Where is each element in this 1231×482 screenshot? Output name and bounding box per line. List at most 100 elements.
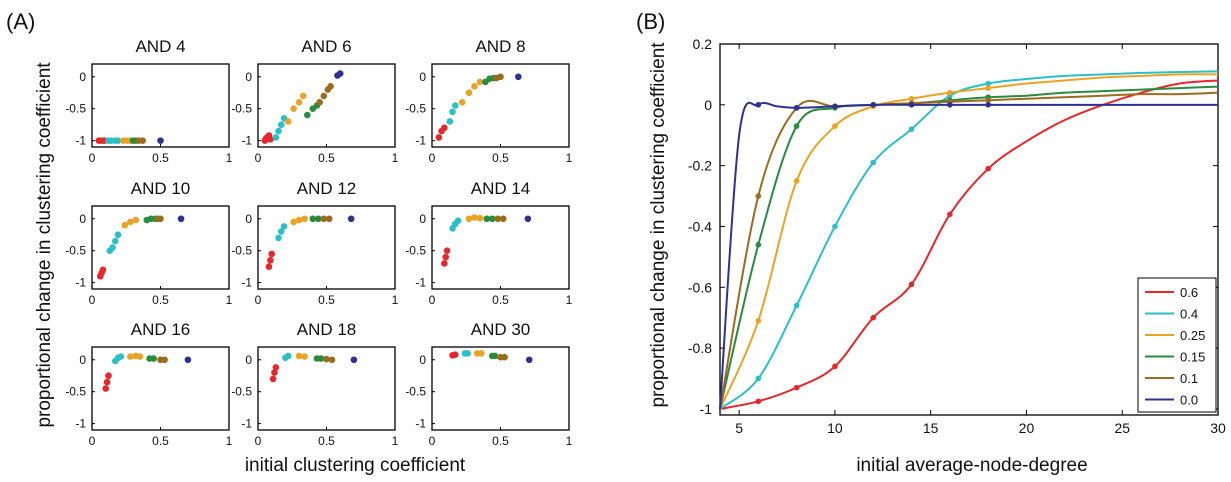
subplot-title: AND 30 bbox=[471, 320, 531, 339]
series-marker bbox=[947, 102, 953, 108]
y-tick-label: -1 bbox=[241, 417, 252, 431]
scatter-point bbox=[103, 378, 111, 386]
y-tick-label: -1 bbox=[241, 276, 252, 290]
series-marker bbox=[908, 126, 915, 132]
y-tick-label: -0.5 bbox=[231, 102, 252, 116]
x-tick-label: 0.5 bbox=[492, 151, 509, 165]
scatter-point bbox=[501, 353, 508, 361]
y-tick-label: -0.4 bbox=[688, 218, 712, 234]
panel-a-xlabel: initial clustering coefficient bbox=[245, 455, 466, 476]
y-tick-label: -1 bbox=[241, 134, 252, 148]
series-marker bbox=[947, 211, 953, 218]
subplot-title: AND 18 bbox=[297, 320, 357, 339]
y-tick-label: -1 bbox=[75, 417, 86, 431]
series-marker bbox=[947, 89, 953, 96]
y-tick-label: -0.5 bbox=[231, 385, 252, 399]
legend-label: 0.1 bbox=[1180, 371, 1198, 386]
y-tick-label: -0.8 bbox=[688, 340, 712, 356]
subplot-title: AND 10 bbox=[131, 179, 191, 198]
scatter-point bbox=[290, 218, 297, 226]
scatter-point bbox=[109, 244, 116, 251]
legend-frame bbox=[1137, 277, 1217, 413]
x-tick-label: 1 bbox=[226, 434, 233, 448]
x-tick-label: 1 bbox=[566, 151, 573, 165]
legend-label: 0.15 bbox=[1180, 350, 1205, 365]
x-tick-label: 1 bbox=[392, 293, 399, 307]
x-tick-label: 5 bbox=[735, 420, 743, 436]
scatter-point bbox=[290, 105, 297, 112]
scatter-point bbox=[449, 108, 456, 116]
series-marker bbox=[755, 398, 762, 405]
subplot: AND 6 0 0.5 1 0 -0.5 -1 bbox=[231, 37, 398, 165]
scatter-point bbox=[121, 221, 129, 229]
series-marker bbox=[832, 363, 838, 370]
series-marker bbox=[832, 123, 838, 129]
series-marker bbox=[870, 102, 877, 108]
scatter-point bbox=[304, 111, 311, 119]
scatter-point bbox=[284, 352, 292, 360]
series-marker bbox=[755, 193, 762, 199]
scatter-point bbox=[114, 231, 122, 239]
y-tick-label: -0.5 bbox=[405, 102, 426, 116]
scatter-point bbox=[350, 356, 358, 364]
subplot-frame bbox=[257, 63, 396, 148]
x-tick-label: 1 bbox=[226, 293, 233, 307]
x-tick-label: 30 bbox=[1210, 420, 1226, 436]
scatter-point bbox=[301, 353, 308, 360]
y-tick-label: 0 bbox=[245, 212, 252, 226]
scatter-point bbox=[317, 355, 325, 362]
x-tick-label: 0.5 bbox=[152, 151, 169, 165]
scatter-point bbox=[117, 353, 125, 360]
scatter-point bbox=[494, 215, 502, 223]
scatter-point bbox=[491, 352, 499, 360]
x-tick-label: 0 bbox=[255, 151, 262, 165]
y-tick-label: 0 bbox=[79, 70, 86, 84]
subplot-title: AND 4 bbox=[135, 37, 185, 56]
series-marker bbox=[793, 384, 800, 391]
scatter-point bbox=[525, 356, 533, 364]
x-tick-label: 0 bbox=[89, 151, 96, 165]
x-tick-label: 0 bbox=[89, 434, 96, 448]
x-tick-label: 0.5 bbox=[492, 434, 509, 448]
subplot-title: AND 12 bbox=[297, 179, 357, 198]
scatter-point bbox=[132, 216, 140, 224]
x-tick-label: 10 bbox=[827, 420, 843, 436]
scatter-point bbox=[446, 118, 454, 125]
scatter-point bbox=[275, 127, 282, 135]
series-marker bbox=[755, 241, 762, 248]
scatter-point bbox=[454, 217, 462, 224]
scatter-point bbox=[328, 356, 336, 364]
panel-b-ylabel: proportional change in clustering coeffi… bbox=[648, 42, 669, 408]
x-tick-label: 0 bbox=[429, 434, 436, 448]
legend-label: 0.6 bbox=[1180, 285, 1198, 300]
scatter-point bbox=[488, 215, 496, 223]
y-tick-label: 0 bbox=[419, 353, 426, 367]
scatter-point bbox=[157, 215, 164, 223]
scatter-point bbox=[280, 223, 288, 230]
series-marker bbox=[793, 105, 800, 111]
x-tick-label: 20 bbox=[1019, 420, 1035, 436]
y-tick-label: -1 bbox=[415, 276, 426, 290]
x-tick-label: 0.5 bbox=[318, 151, 335, 165]
y-tick-label: -0.5 bbox=[405, 385, 426, 399]
scatter-point bbox=[323, 355, 330, 363]
y-tick-label: -0.5 bbox=[65, 244, 86, 258]
scatter-point bbox=[99, 266, 107, 274]
series-marker bbox=[755, 375, 762, 382]
subplot: AND 4 0 0.5 1 0 -0.5 -1 bbox=[65, 37, 232, 165]
scatter-point bbox=[127, 218, 134, 226]
scatter-point bbox=[277, 228, 285, 235]
scatter-point bbox=[157, 137, 164, 144]
scatter-point bbox=[299, 92, 307, 100]
subplot: AND 18 0 0.5 1 0 -0.5 -1 bbox=[231, 320, 398, 448]
x-tick-label: 1 bbox=[566, 434, 573, 448]
scatter-point bbox=[320, 92, 328, 100]
y-tick-label: 0 bbox=[79, 212, 86, 226]
series-marker bbox=[908, 281, 915, 288]
x-tick-label: 0.5 bbox=[152, 434, 169, 448]
series-marker bbox=[985, 165, 991, 172]
series-marker bbox=[908, 95, 915, 102]
scatter-point bbox=[451, 102, 459, 109]
y-tick-label: 0 bbox=[245, 70, 252, 84]
scatter-point bbox=[441, 260, 448, 267]
